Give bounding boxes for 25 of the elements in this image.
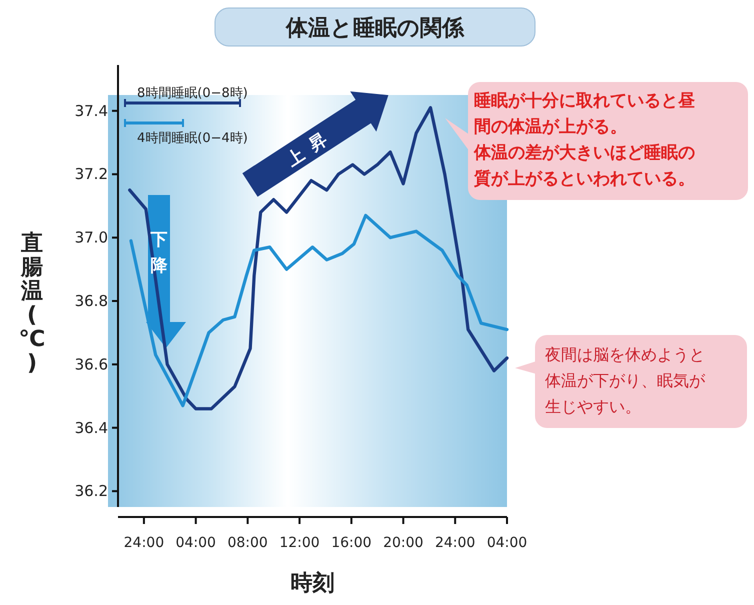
chart-title: 体温と睡眠の関係 <box>285 16 465 41</box>
y-tick-label: 37.0 <box>74 228 108 247</box>
x-tick-label: 20:00 <box>383 535 424 551</box>
x-tick-label: 04:00 <box>176 535 216 551</box>
annotation: 睡眠が十分に取れていると昼間の体温が上がる。 <box>474 91 695 137</box>
legend-label: 4時間睡眠(0−4時) <box>137 131 248 146</box>
x-tick-label: 08:00 <box>227 535 268 551</box>
x-axis-title: 時刻 <box>290 570 334 596</box>
y-tick-label: 36.8 <box>74 292 108 310</box>
annotation: 体温の差が大きいほど睡眠の質が上がるといわれている。 <box>473 143 695 189</box>
y-tick-label: 36.2 <box>74 482 108 500</box>
text: 8時間睡眠(0−8時) <box>137 86 248 101</box>
x-tick-label: 12:00 <box>279 535 320 551</box>
y-tick-label: 37.2 <box>74 165 108 184</box>
y-tick-label: 36.4 <box>74 418 108 437</box>
x-tick-label: 04:00 <box>486 535 528 551</box>
x-tick-label: 24:00 <box>124 535 164 551</box>
text: 夜間は脳を休めようと体温が下がり、眠気が生じやすい。 <box>545 345 706 416</box>
y-tick-label: 36.6 <box>74 355 108 374</box>
x-tick-label: 24:00 <box>434 535 476 551</box>
x-tick-label: 16:00 <box>331 535 372 551</box>
y-axis-title: 直腸温(℃) <box>18 231 46 376</box>
y-tick-label: 37.4 <box>74 102 108 120</box>
annotation: 上昇 <box>282 124 340 172</box>
annotation: 下降 <box>150 230 168 276</box>
